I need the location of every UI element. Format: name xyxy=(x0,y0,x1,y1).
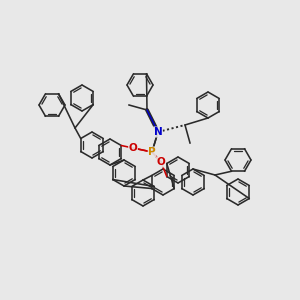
Text: N: N xyxy=(154,127,162,137)
Text: P: P xyxy=(148,147,156,157)
Text: O: O xyxy=(129,143,137,153)
Text: O: O xyxy=(157,157,165,167)
